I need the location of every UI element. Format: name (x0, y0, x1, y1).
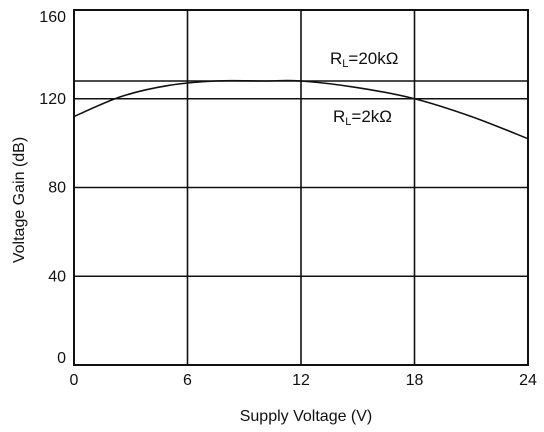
x-tick-labels: 0 6 12 18 24 (70, 372, 537, 389)
plot-frame (73, 9, 529, 366)
series-line-1 (73, 79, 529, 140)
x-tick-label: 18 (406, 372, 424, 389)
y-tick-label: 40 (48, 268, 66, 285)
y-tick-label: 0 (57, 350, 66, 367)
annotation-rl-2k: RL=2kΩ (333, 107, 392, 128)
y-tick-label: 120 (39, 91, 66, 108)
x-tick-label: 12 (292, 372, 310, 389)
x-axis-title: Supply Voltage (V) (240, 408, 373, 425)
x-tick-label: 24 (519, 372, 537, 389)
y-tick-label: 160 (39, 9, 66, 26)
annotation-rl-20k: RL=20kΩ (330, 49, 398, 70)
grid-lines (74, 10, 528, 365)
x-tick-label: 0 (70, 372, 79, 389)
y-tick-label: 80 (48, 180, 66, 197)
x-tick-label: 6 (183, 372, 192, 389)
y-tick-labels: 0 40 80 120 160 (39, 9, 66, 367)
series-lines (73, 79, 529, 140)
y-axis-title: Voltage Gain (dB) (11, 137, 28, 263)
